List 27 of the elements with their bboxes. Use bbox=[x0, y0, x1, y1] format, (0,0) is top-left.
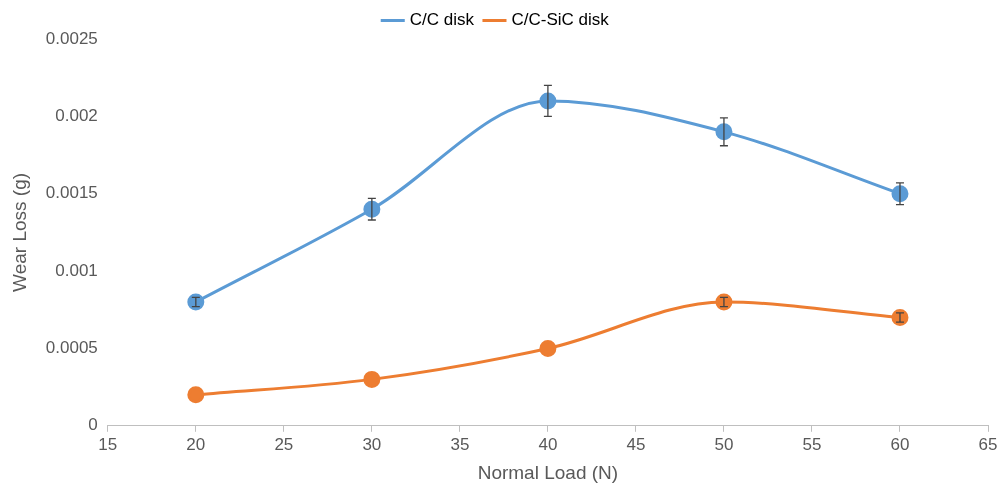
x-tick-label: 40 bbox=[538, 434, 558, 454]
x-tick-label: 50 bbox=[714, 434, 734, 454]
point bbox=[187, 386, 205, 404]
y-tick-label: 0.0025 bbox=[45, 28, 98, 48]
point bbox=[187, 293, 205, 311]
x-tick-label: 55 bbox=[802, 434, 822, 454]
y-tick-label: 0.0005 bbox=[45, 338, 98, 358]
x-tick-label: 20 bbox=[186, 434, 206, 454]
y-axis-title: Wear Loss (g) bbox=[8, 172, 30, 292]
x-tick-label: 15 bbox=[98, 434, 118, 454]
legend-label: C/C-SiC disk bbox=[511, 10, 610, 30]
x-tick-label: 60 bbox=[890, 434, 910, 454]
point bbox=[891, 309, 909, 326]
y-tick-label: 0.001 bbox=[55, 260, 98, 280]
point bbox=[715, 293, 733, 311]
y-tick-label: 0.0015 bbox=[45, 183, 98, 203]
x-tick-label: 25 bbox=[274, 434, 294, 454]
x-tick-label: 35 bbox=[450, 434, 470, 454]
point bbox=[539, 339, 557, 357]
point bbox=[363, 370, 381, 388]
x-tick-label: 30 bbox=[362, 434, 382, 454]
legend-label: C/C disk bbox=[409, 10, 475, 30]
x-tick-label: 65 bbox=[978, 434, 998, 454]
x-axis-title: Normal Load (N) bbox=[477, 461, 619, 483]
y-tick-label: 0 bbox=[88, 415, 98, 435]
x-tick-label: 45 bbox=[626, 434, 646, 454]
y-tick-label: 0.002 bbox=[55, 106, 98, 126]
